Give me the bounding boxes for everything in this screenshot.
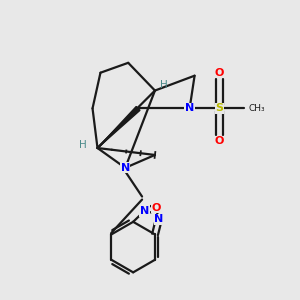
Polygon shape bbox=[98, 106, 140, 148]
Text: O: O bbox=[215, 136, 224, 146]
Text: N: N bbox=[154, 214, 164, 224]
Text: N: N bbox=[121, 163, 130, 173]
Text: CH₃: CH₃ bbox=[249, 104, 265, 113]
Text: O: O bbox=[215, 68, 224, 78]
Text: O: O bbox=[151, 203, 160, 213]
Text: N: N bbox=[185, 103, 194, 113]
Text: H: H bbox=[79, 140, 86, 150]
Text: H: H bbox=[160, 80, 168, 90]
Text: S: S bbox=[215, 103, 223, 113]
Text: N: N bbox=[140, 206, 149, 216]
